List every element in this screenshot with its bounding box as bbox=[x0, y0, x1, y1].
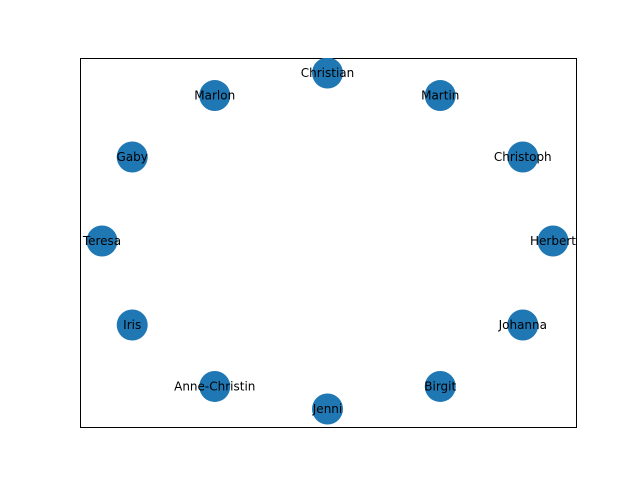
node-label: Martin bbox=[421, 89, 459, 103]
node-marker bbox=[199, 80, 231, 112]
graph-node: Christian bbox=[301, 58, 355, 89]
node-marker bbox=[199, 370, 231, 402]
node-marker bbox=[116, 309, 148, 341]
node-marker bbox=[507, 309, 539, 341]
axes-frame bbox=[80, 58, 577, 428]
node-label: Birgit bbox=[424, 379, 456, 393]
node-label: Gaby bbox=[117, 150, 148, 164]
node-label: Teresa bbox=[82, 234, 121, 248]
node-label: Christoph bbox=[494, 150, 552, 164]
node-label: Johanna bbox=[498, 318, 547, 332]
graph-node: Jenni bbox=[312, 393, 343, 425]
nodes-layer: Christian Martin Christoph Herbert Johanna Bi… bbox=[82, 58, 576, 425]
graph-node: Herbert bbox=[530, 225, 576, 257]
graph-node: Christoph bbox=[494, 141, 552, 173]
node-label: Marlon bbox=[194, 89, 235, 103]
node-label: Herbert bbox=[530, 234, 576, 248]
node-label: Christian bbox=[301, 66, 355, 80]
node-marker bbox=[537, 225, 569, 257]
node-label: Anne-Christin bbox=[174, 379, 255, 393]
graph-node: Marlon bbox=[194, 80, 235, 112]
graph-node: Teresa bbox=[82, 225, 121, 257]
node-marker bbox=[86, 225, 118, 257]
graph-node: Anne-Christin bbox=[174, 370, 255, 402]
node-label: Jenni bbox=[312, 402, 342, 416]
graph-node: Birgit bbox=[424, 370, 457, 402]
node-label: Iris bbox=[123, 318, 141, 332]
graph-node: Iris bbox=[116, 309, 148, 341]
graph-node: Gaby bbox=[116, 141, 148, 173]
node-marker bbox=[424, 370, 456, 402]
node-marker bbox=[507, 141, 539, 173]
graph-node: Martin bbox=[421, 80, 459, 112]
graph-node: Johanna bbox=[498, 309, 547, 341]
node-marker bbox=[116, 141, 148, 173]
node-marker bbox=[424, 80, 456, 112]
node-marker bbox=[312, 58, 343, 89]
node-marker bbox=[312, 393, 343, 425]
